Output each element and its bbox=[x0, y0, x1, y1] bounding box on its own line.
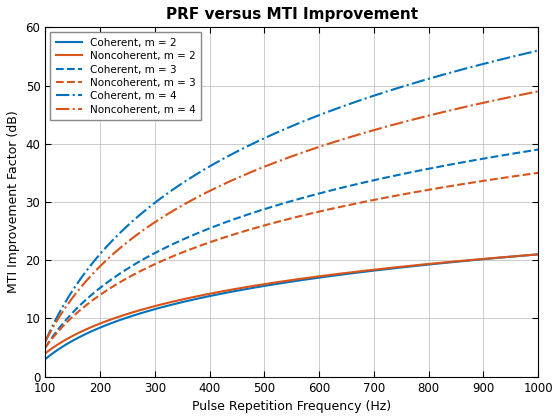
Noncoherent, m = 3 bbox=[309, 211, 315, 216]
Coherent, m = 2 bbox=[279, 281, 286, 286]
Noncoherent, m = 2 bbox=[276, 279, 283, 284]
Noncoherent, m = 4 bbox=[309, 147, 315, 152]
Legend: Coherent, m = 2, Noncoherent, m = 2, Coherent, m = 3, Noncoherent, m = 3, Cohere: Coherent, m = 2, Noncoherent, m = 2, Coh… bbox=[50, 32, 201, 120]
Noncoherent, m = 4 bbox=[335, 138, 342, 143]
Coherent, m = 3 bbox=[335, 186, 342, 191]
Coherent, m = 2 bbox=[523, 253, 530, 258]
Coherent, m = 3 bbox=[42, 345, 49, 350]
Noncoherent, m = 3 bbox=[446, 184, 452, 189]
Coherent, m = 2 bbox=[276, 281, 283, 286]
Line: Noncoherent, m = 4: Noncoherent, m = 4 bbox=[45, 91, 538, 342]
Coherent, m = 4 bbox=[309, 116, 315, 121]
Coherent, m = 4 bbox=[335, 105, 342, 110]
Noncoherent, m = 2 bbox=[446, 260, 452, 265]
Line: Coherent, m = 3: Coherent, m = 3 bbox=[45, 150, 538, 347]
Coherent, m = 2 bbox=[446, 260, 452, 265]
Coherent, m = 2 bbox=[335, 273, 342, 278]
Coherent, m = 2 bbox=[309, 276, 315, 281]
Noncoherent, m = 2 bbox=[523, 253, 530, 258]
Noncoherent, m = 4 bbox=[276, 158, 283, 163]
Noncoherent, m = 3 bbox=[276, 219, 283, 224]
Noncoherent, m = 3 bbox=[279, 218, 286, 223]
X-axis label: Pulse Repetition Frequency (Hz): Pulse Repetition Frequency (Hz) bbox=[192, 400, 391, 413]
Noncoherent, m = 4 bbox=[523, 91, 530, 96]
Coherent, m = 4 bbox=[523, 51, 530, 56]
Noncoherent, m = 4 bbox=[535, 89, 542, 94]
Coherent, m = 2 bbox=[535, 252, 542, 257]
Coherent, m = 4 bbox=[279, 128, 286, 133]
Line: Coherent, m = 4: Coherent, m = 4 bbox=[45, 50, 538, 342]
Noncoherent, m = 2 bbox=[279, 279, 286, 284]
Coherent, m = 4 bbox=[446, 71, 452, 76]
Noncoherent, m = 2 bbox=[309, 275, 315, 280]
Noncoherent, m = 3 bbox=[535, 171, 542, 176]
Noncoherent, m = 3 bbox=[523, 172, 530, 177]
Coherent, m = 3 bbox=[309, 193, 315, 198]
Noncoherent, m = 3 bbox=[42, 345, 49, 350]
Noncoherent, m = 4 bbox=[42, 339, 49, 344]
Noncoherent, m = 2 bbox=[535, 252, 542, 257]
Coherent, m = 4 bbox=[535, 48, 542, 53]
Noncoherent, m = 3 bbox=[335, 205, 342, 210]
Line: Noncoherent, m = 2: Noncoherent, m = 2 bbox=[45, 255, 538, 353]
Coherent, m = 4 bbox=[42, 339, 49, 344]
Title: PRF versus MTI Improvement: PRF versus MTI Improvement bbox=[166, 7, 418, 22]
Coherent, m = 3 bbox=[279, 201, 286, 206]
Noncoherent, m = 4 bbox=[279, 157, 286, 162]
Coherent, m = 3 bbox=[446, 162, 452, 167]
Coherent, m = 2 bbox=[42, 357, 49, 362]
Coherent, m = 3 bbox=[276, 202, 283, 207]
Y-axis label: MTI Improvement Factor (dB): MTI Improvement Factor (dB) bbox=[7, 110, 20, 293]
Noncoherent, m = 2 bbox=[335, 271, 342, 276]
Coherent, m = 3 bbox=[523, 149, 530, 154]
Line: Coherent, m = 2: Coherent, m = 2 bbox=[45, 255, 538, 359]
Line: Noncoherent, m = 3: Noncoherent, m = 3 bbox=[45, 173, 538, 347]
Noncoherent, m = 2 bbox=[42, 351, 49, 356]
Noncoherent, m = 4 bbox=[446, 108, 452, 113]
Coherent, m = 3 bbox=[535, 147, 542, 152]
Coherent, m = 4 bbox=[276, 129, 283, 134]
